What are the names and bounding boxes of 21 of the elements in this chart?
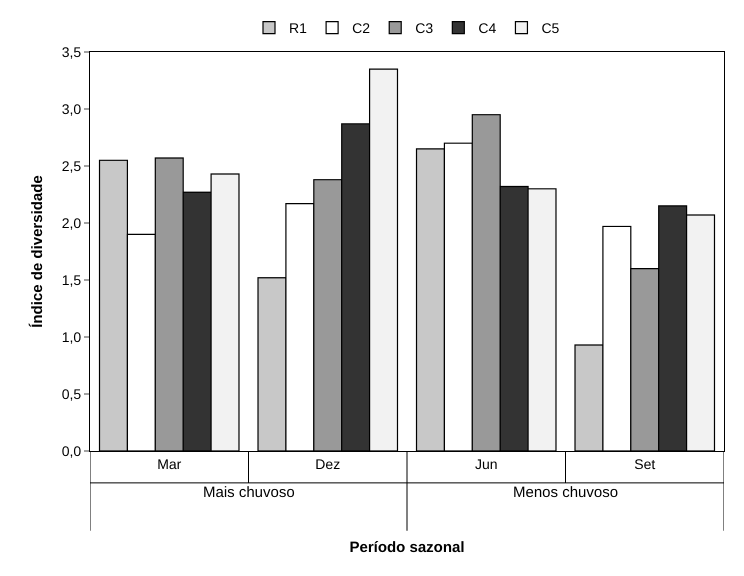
x-tick-label: Dez: [315, 456, 340, 472]
legend-label: C5: [541, 20, 560, 36]
x-axis-title: Período sazonal: [349, 538, 465, 556]
legend-label: C3: [415, 20, 434, 36]
legend-label: R1: [289, 20, 308, 36]
x-tick-label: Set: [634, 456, 656, 472]
x-tick-label: Mar: [157, 456, 182, 472]
y-tick-label: 3,5: [62, 44, 82, 60]
y-axis-title: Índice de diversidade: [28, 175, 46, 328]
x-tick-label: Jun: [474, 456, 498, 472]
y-tick-label: 1,5: [62, 272, 82, 288]
y-tick-label: 2,0: [62, 214, 82, 231]
legend-label: C2: [352, 20, 370, 36]
legend-label: C4: [478, 20, 496, 36]
y-tick-label: 0,0: [62, 442, 82, 459]
y-tick-label: 3,0: [62, 100, 82, 117]
y-tick-label: 1,0: [62, 328, 82, 345]
y-tick-label: 2,5: [62, 158, 82, 174]
text: Menos chuvoso: [513, 484, 618, 501]
y-tick-label: 0,5: [62, 386, 82, 402]
text: Mais chuvoso: [203, 484, 295, 501]
